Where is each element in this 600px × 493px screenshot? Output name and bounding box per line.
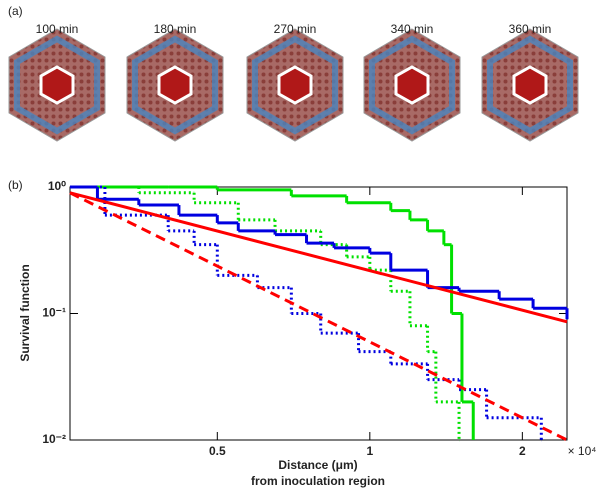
time-label: 340 min	[391, 22, 434, 36]
x-multiplier: × 10⁴	[568, 444, 597, 458]
x-axis-label: from inoculation region	[251, 474, 385, 488]
x-tick-label: 1	[366, 444, 373, 458]
y-tick-label: 10⁰	[48, 179, 66, 193]
fit-line	[69, 191, 568, 324]
x-axis-label: Distance (μm)	[278, 458, 357, 472]
colony-image	[247, 29, 343, 141]
time-label: 360 min	[509, 22, 552, 36]
colony-image	[9, 29, 105, 141]
x-tick-label: 0.5	[209, 444, 226, 458]
colony-image	[482, 29, 578, 141]
panel-label: (a)	[8, 4, 23, 18]
time-label: 270 min	[274, 22, 317, 36]
colony-image	[127, 29, 223, 141]
y-tick-label: 10⁻¹	[42, 306, 66, 320]
colony-image	[364, 29, 460, 141]
colony-snapshots	[9, 29, 578, 141]
y-tick-label: 10⁻²	[42, 432, 66, 446]
panel-label: (b)	[8, 178, 23, 192]
fit-line	[69, 191, 568, 442]
y-axis-label: Survival function	[18, 264, 32, 361]
x-tick-label: 2	[519, 444, 526, 458]
time-label: 100 min	[36, 22, 79, 36]
time-label: 180 min	[154, 22, 197, 36]
